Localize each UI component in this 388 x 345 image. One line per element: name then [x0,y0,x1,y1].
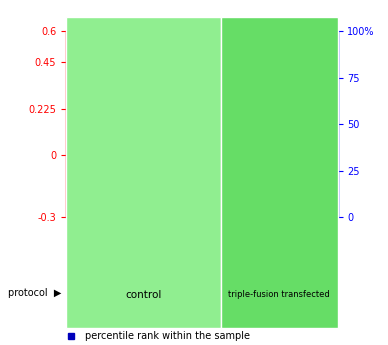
Text: protocol  ▶: protocol ▶ [8,288,61,298]
Bar [190,93,213,155]
Bar [113,79,136,155]
Bar [261,217,298,279]
Bar [74,97,97,155]
Text: GSM77339: GSM77339 [275,226,284,271]
Bar [307,155,330,159]
Bar [67,217,104,279]
Text: GSM77338: GSM77338 [236,226,245,271]
Text: GSM77340: GSM77340 [314,226,323,271]
Bar [183,217,220,279]
Bar [300,217,337,279]
Bar [268,155,291,195]
Bar [144,217,182,279]
Text: percentile rank within the sample: percentile rank within the sample [85,332,250,341]
Bar [151,72,175,155]
Title: GDS2187 / 9160: GDS2187 / 9160 [147,17,256,30]
Text: log ratio: log ratio [85,315,125,325]
Bar [222,217,259,279]
Bar [106,217,143,279]
Text: GSM77335: GSM77335 [120,226,129,271]
Text: GSM77336: GSM77336 [158,226,168,271]
Text: triple-fusion transfected: triple-fusion transfected [229,290,330,299]
Bar [229,155,252,157]
Text: GSM77337: GSM77337 [197,226,206,271]
Text: GSM77334: GSM77334 [81,226,90,271]
Text: control: control [125,290,162,300]
